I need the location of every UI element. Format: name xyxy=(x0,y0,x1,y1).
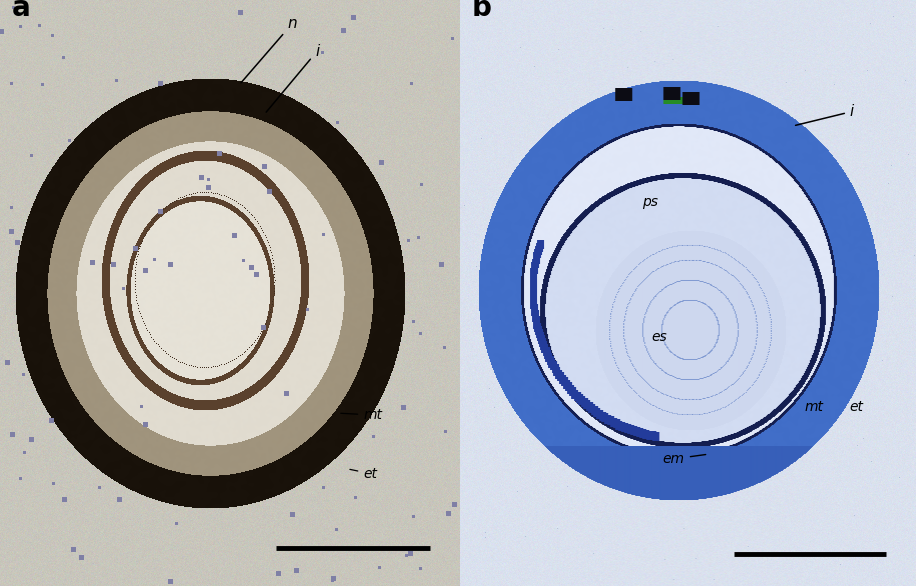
Text: a: a xyxy=(12,0,30,22)
Text: mt: mt xyxy=(341,408,382,422)
Text: ps: ps xyxy=(642,195,659,209)
Text: mt: mt xyxy=(804,400,823,414)
Text: i: i xyxy=(795,104,854,125)
Text: et: et xyxy=(850,400,864,414)
Text: b: b xyxy=(471,0,491,22)
Text: n: n xyxy=(241,16,297,83)
Text: em: em xyxy=(663,452,705,466)
Text: es: es xyxy=(651,330,667,344)
Text: et: et xyxy=(350,466,377,481)
Text: i: i xyxy=(267,44,320,112)
